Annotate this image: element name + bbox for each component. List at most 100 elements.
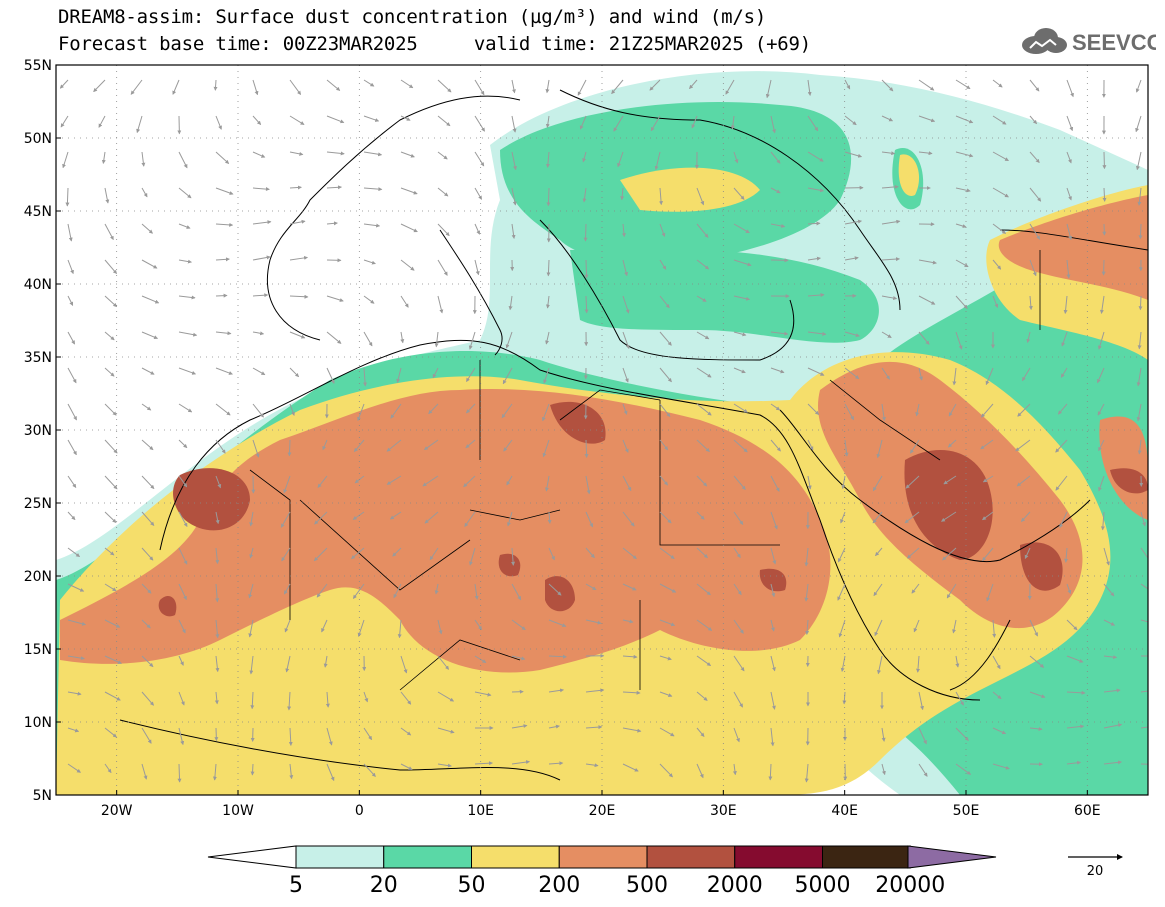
wind-arrow <box>287 691 292 711</box>
wind-arrow <box>67 583 85 592</box>
wind-arrow <box>252 403 264 418</box>
wind-arrow <box>838 619 846 638</box>
wind-arrow <box>733 511 744 526</box>
lon-label: 10W <box>222 803 254 819</box>
wind-arrow <box>357 619 365 637</box>
wind-arrow <box>252 151 266 158</box>
colorbar-box <box>295 845 385 869</box>
wind-arrow <box>881 219 901 225</box>
wind-arrow <box>696 223 709 238</box>
lat-label: 15N <box>24 642 52 658</box>
lat-label: 10N <box>24 715 52 731</box>
lat-label: 25N <box>24 496 52 512</box>
wind-arrow <box>104 439 118 454</box>
wind-arrow <box>468 331 476 350</box>
wind-arrow <box>583 223 588 242</box>
lat-label: 20N <box>24 569 52 585</box>
wind-arrow <box>434 331 439 348</box>
wind-arrow <box>104 367 115 377</box>
wind-arrow <box>584 439 589 458</box>
wind-arrow <box>1066 223 1073 241</box>
wind-arrow <box>352 511 365 520</box>
wind-arrow <box>215 187 234 195</box>
wind-arrow <box>141 727 152 744</box>
wind-arrow <box>363 367 368 387</box>
wind-arrow <box>844 79 851 90</box>
wind-arrow <box>326 151 345 156</box>
colorbar-label: 5 <box>289 873 303 898</box>
wind-arrow <box>992 727 1007 735</box>
colorbar-label: 20 <box>370 873 398 898</box>
wind-arrow <box>992 763 1010 770</box>
wind-arrow <box>992 655 1001 670</box>
wind-arrow <box>622 690 641 695</box>
wind-arrow <box>465 439 476 449</box>
wind-arrow <box>252 367 266 376</box>
wind-arrow <box>249 547 254 559</box>
wind-arrow <box>400 727 412 736</box>
wind-arrow <box>284 619 291 633</box>
wind-arrow <box>1020 511 1031 522</box>
wind-arrow <box>659 763 673 778</box>
wind-arrow <box>837 583 846 601</box>
wind-arrow <box>1098 439 1105 452</box>
wind-arrow <box>1103 655 1118 660</box>
wind-arrow <box>876 439 883 459</box>
wind-arrow <box>1097 367 1105 384</box>
wind-arrow <box>511 760 531 765</box>
wind-arrow <box>541 403 550 422</box>
wind-arrow <box>215 403 231 416</box>
wind-arrow <box>428 403 439 415</box>
lat-label: 55N <box>24 58 52 74</box>
wind-arrow <box>955 295 968 310</box>
wind-arrow <box>289 403 295 416</box>
wind-arrow <box>545 295 550 309</box>
wind-arrow <box>1103 583 1115 597</box>
wind-arrow <box>104 475 118 490</box>
wind-arrow <box>955 223 967 228</box>
wind-arrow <box>501 403 513 419</box>
wind-arrow <box>621 223 626 238</box>
wind-arrow <box>252 255 271 261</box>
wind-arrow <box>511 187 517 206</box>
wind-arrow <box>429 547 439 561</box>
wind-arrow <box>943 475 957 485</box>
wind-arrow <box>502 367 513 385</box>
wind-arrow <box>400 259 415 271</box>
wind-arrow <box>67 403 77 421</box>
wind-arrow <box>141 655 154 668</box>
wind-arrow <box>881 151 896 156</box>
wind-arrow <box>321 619 328 633</box>
colorbar-boxes <box>295 845 911 869</box>
wind-arrow <box>622 547 637 560</box>
wind-arrow <box>952 619 957 634</box>
wind-arrow <box>942 547 957 561</box>
wind-arrow <box>178 655 184 666</box>
wind-arrow <box>289 185 302 190</box>
wind-arrow <box>696 475 708 487</box>
wind-arrow <box>1066 760 1082 765</box>
wind-arrow <box>252 220 272 225</box>
wind-arrow <box>840 655 846 672</box>
wind-arrow <box>992 187 1009 198</box>
wind-arrow <box>212 763 217 781</box>
wind-arrow <box>545 115 550 129</box>
wind-arrow <box>252 79 259 96</box>
wind-arrow <box>840 511 846 524</box>
wind-arrow <box>1140 511 1146 527</box>
wind-arrow <box>622 583 637 591</box>
wind-arrow <box>326 367 335 384</box>
wind-arrow <box>506 475 513 486</box>
wind-arrow <box>1066 655 1084 663</box>
wind-arrow <box>215 115 222 130</box>
wind-arrow <box>733 655 745 672</box>
wind-arrow <box>67 655 85 661</box>
wind-arrow <box>844 331 860 338</box>
wind-arrow <box>141 295 160 304</box>
wind-arrow <box>807 256 821 261</box>
wind-arrow <box>141 619 151 629</box>
lon-label: 30E <box>710 803 737 819</box>
wind-arrow <box>141 187 148 198</box>
wind-arrow <box>622 654 638 659</box>
wind-arrow <box>986 583 994 602</box>
